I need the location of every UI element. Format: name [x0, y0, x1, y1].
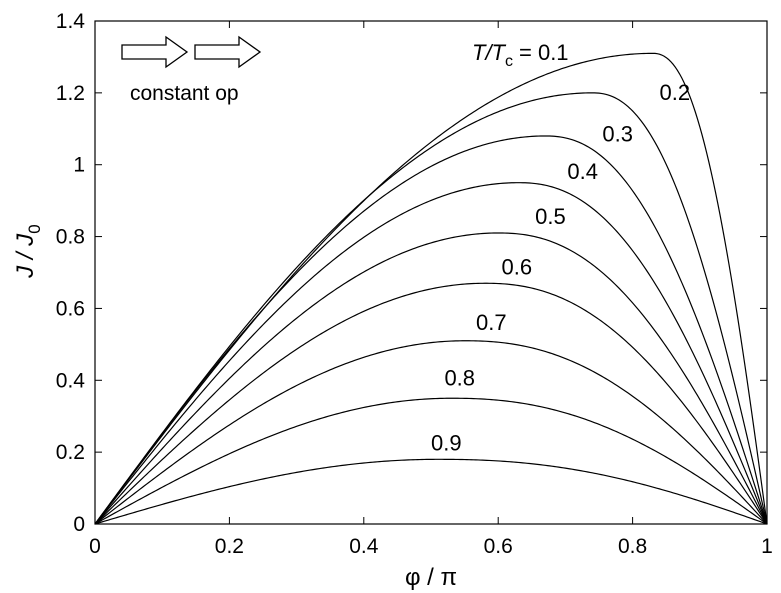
- constant-op-annotation: constant op: [121, 35, 262, 105]
- y-axis-label-sub: 0: [25, 224, 44, 233]
- curve-label: 0.6: [502, 254, 533, 279]
- curve-label: 0.2: [659, 80, 690, 105]
- plot-curves: [94, 52, 768, 525]
- y-tick-label: 0.2: [56, 441, 85, 464]
- curve-labels: 0.2 0.30.40.50.6 0.7 0.8 0.9: [431, 80, 690, 455]
- curve-label: 0.9: [431, 430, 462, 455]
- y-axis-label-main: J / J: [12, 233, 39, 279]
- y-tick-label: 0.4: [56, 369, 86, 392]
- x-tick-label: 1: [761, 535, 773, 558]
- curve-label: 0.8: [444, 366, 475, 391]
- legend-t-sub: c: [505, 53, 513, 70]
- plot-axes: 0 0.2 0.4 0.6 0.8 1 0 0.2 0.4 0.6 0.8 1 1.2 1.4: [56, 10, 773, 558]
- curve-t-0-7: [94, 340, 768, 525]
- y-tick-label: 1.4: [56, 10, 86, 33]
- legend-t-main: T/T: [472, 40, 507, 65]
- curve-label: 0.4: [567, 159, 598, 184]
- y-tick-label: 1: [73, 154, 85, 177]
- x-tick-label: 0.8: [618, 535, 647, 558]
- curve-t-0-4: [94, 182, 768, 525]
- y-tick-label: 1.2: [56, 82, 85, 105]
- curve-t-0-5: [94, 232, 768, 525]
- temperature-legend: T/Tc = 0.1: [472, 40, 569, 70]
- x-tick-label: 0: [89, 535, 101, 558]
- x-tick-label: 0.4: [349, 535, 379, 558]
- curve-label: 0.3: [602, 121, 633, 146]
- legend-eq: = 0.1: [519, 40, 569, 65]
- svg-text:J / J0: J / J0: [12, 224, 44, 278]
- plot-frame: [94, 20, 768, 525]
- curve-t-0-9: [94, 458, 768, 525]
- curve-t-0-3: [94, 135, 768, 525]
- constant-op-text: constant op: [130, 82, 239, 105]
- curve-t-0-8: [94, 397, 768, 525]
- x-tick-label: 0.2: [215, 535, 244, 558]
- curve-t-0-1: [94, 52, 768, 525]
- svg-text:T/Tc= 0.1: T/Tc = 0.1: [472, 40, 569, 70]
- curve-t-0-2: [94, 92, 768, 525]
- x-axis-label: φ / π: [405, 564, 457, 591]
- curve-label: 0.7: [476, 310, 507, 335]
- curve-label: 0.5: [535, 204, 566, 229]
- y-axis-label: J / J0: [12, 224, 44, 278]
- y-tick-label: 0: [73, 513, 85, 536]
- x-tick-label: 0.6: [484, 535, 513, 558]
- double-arrow-icon: [121, 35, 262, 69]
- curve-t-0-6: [94, 282, 768, 525]
- y-tick-label: 0.6: [56, 297, 85, 320]
- y-tick-label: 0.8: [56, 226, 85, 249]
